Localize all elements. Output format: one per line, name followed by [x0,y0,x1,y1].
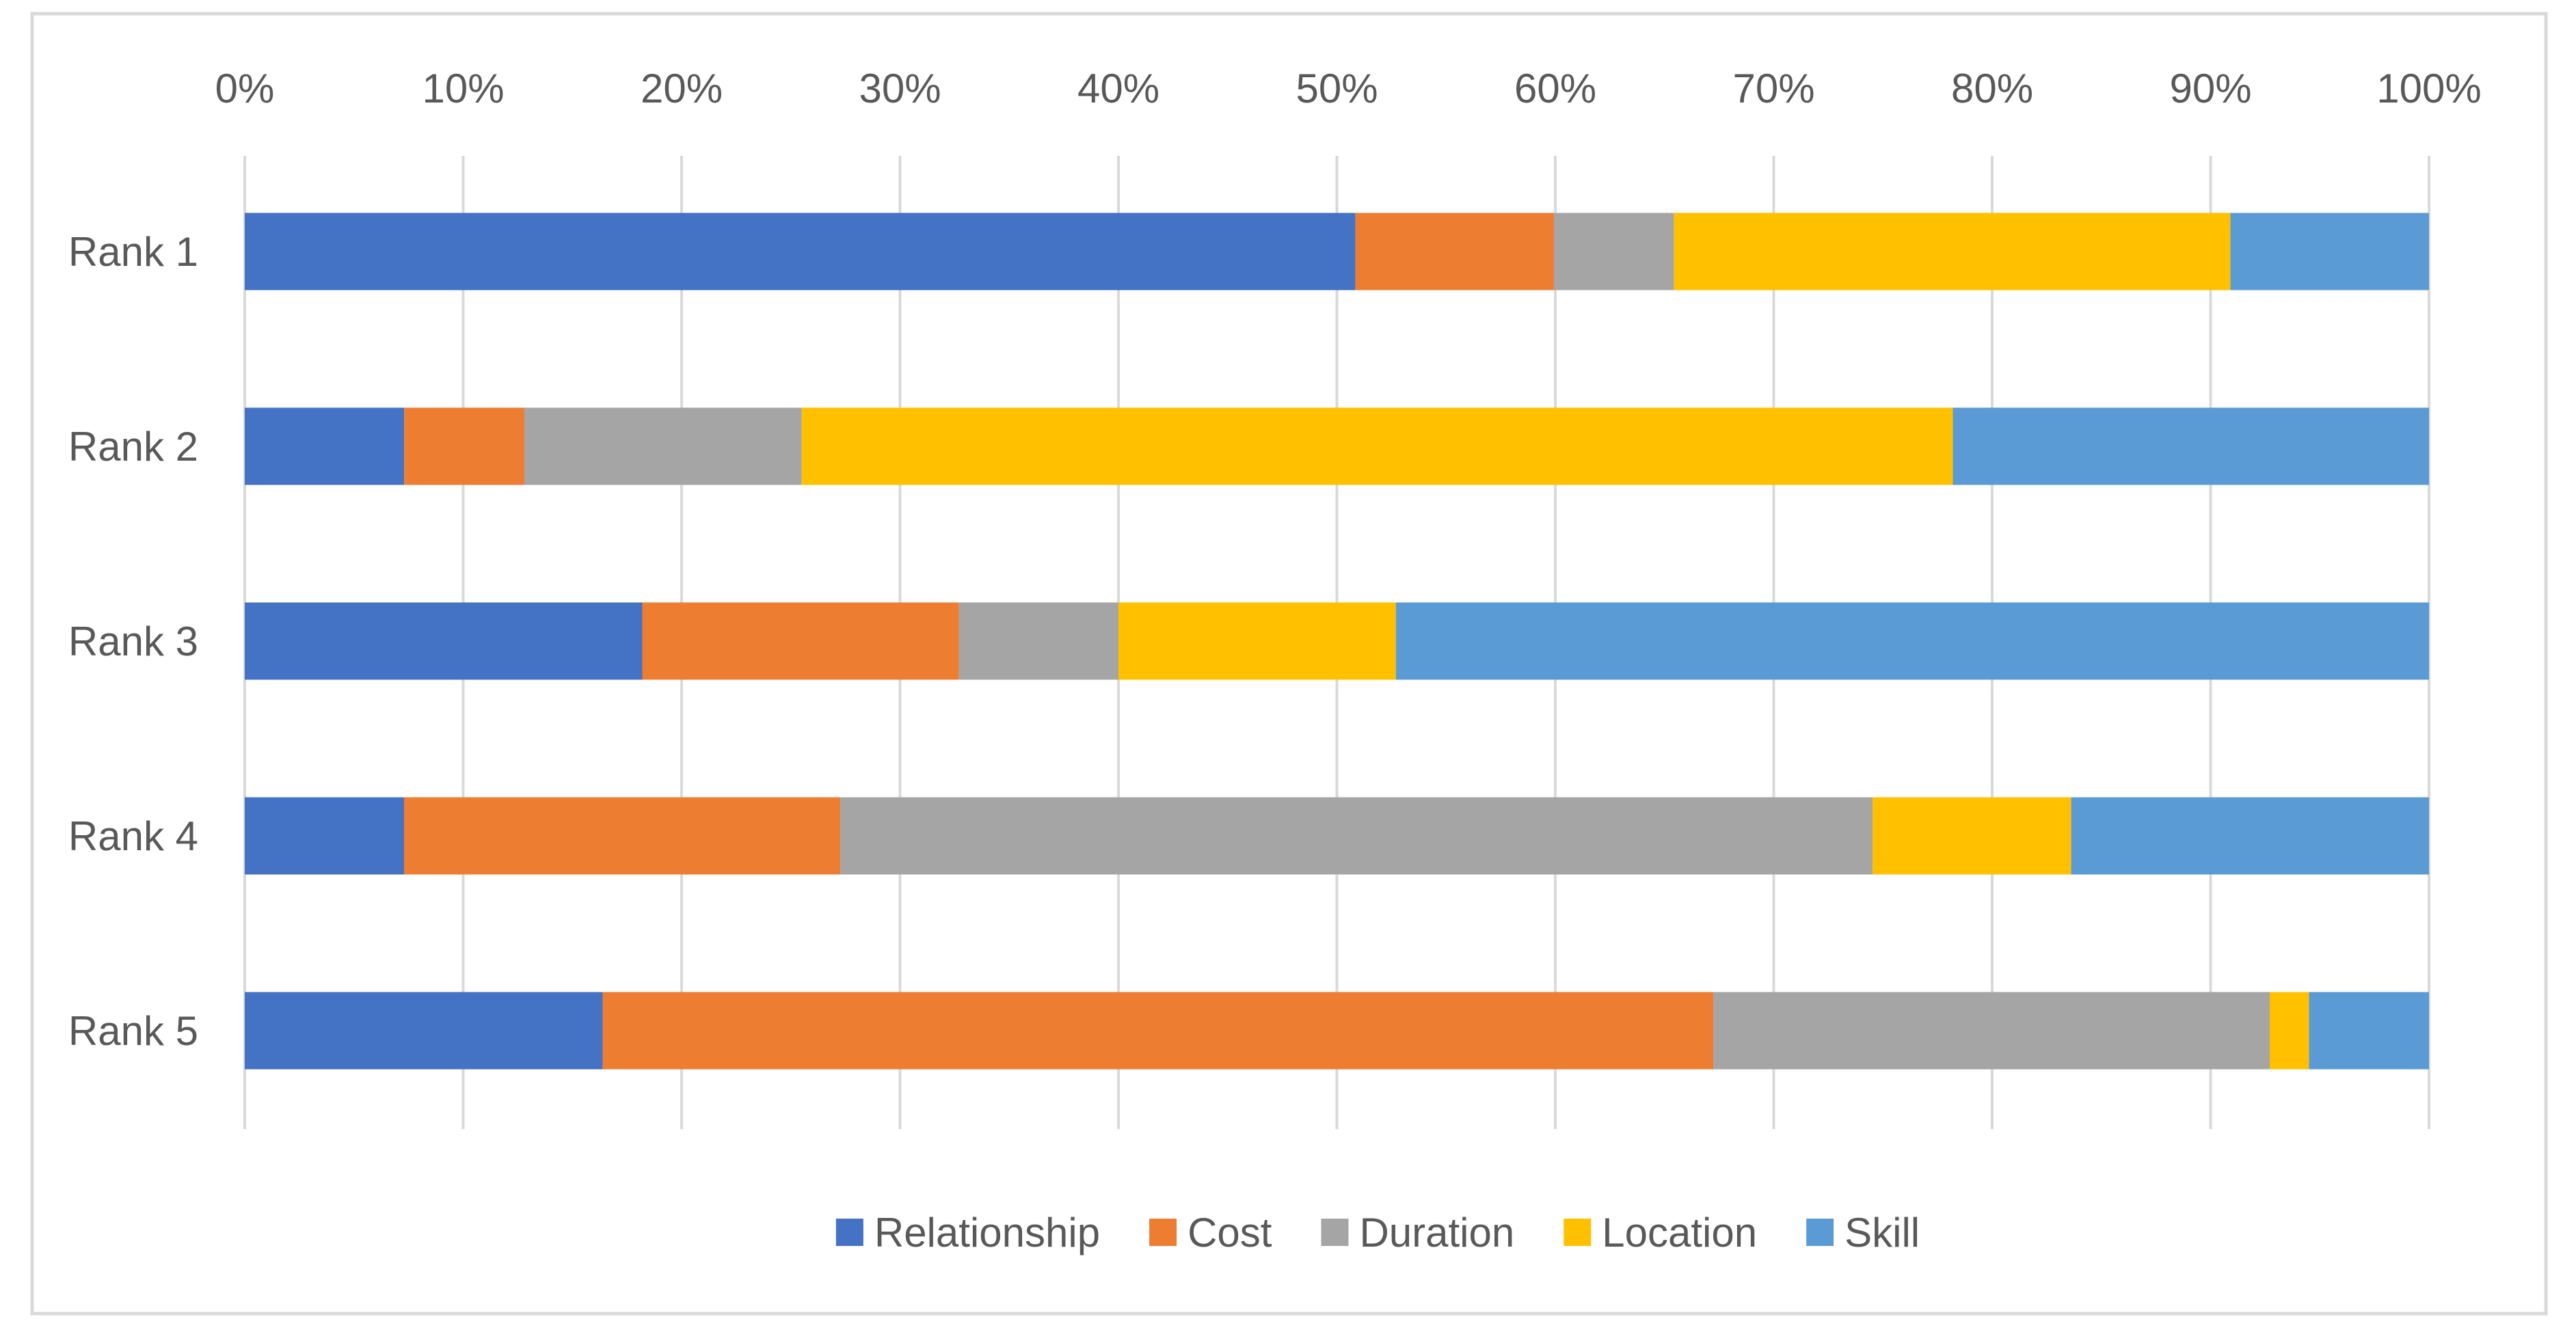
category-label: Rank 4 [68,813,198,859]
legend-swatch [1564,1219,1592,1246]
bar-segment-cost-rank-3 [642,602,959,680]
legend-item-relationship: Relationship [835,1210,1100,1256]
x-tick-label: 10% [422,66,504,111]
bar-segment-skill-rank-5 [2309,992,2429,1070]
bar-segment-relationship-rank-1 [245,213,1356,290]
x-tick-label: 30% [859,66,941,111]
legend-label: Cost [1188,1210,1272,1256]
bar-segment-location-rank-4 [1873,797,2071,875]
bars [245,213,2429,1070]
x-tick-label: 20% [641,66,723,111]
bar-segment-skill-rank-3 [1395,602,2429,680]
x-tick-label: 0% [215,66,275,111]
x-tick-label: 60% [1514,66,1596,111]
legend-item-skill: Skill [1806,1210,1920,1256]
bar-segment-duration-rank-4 [840,797,1873,875]
legend-swatch [1149,1219,1177,1246]
x-tick-label: 70% [1732,66,1814,111]
category-label: Rank 5 [68,1008,198,1054]
x-tick-label: 90% [2169,66,2251,111]
bar-segment-duration-rank-1 [1554,213,1674,290]
bar-segment-cost-rank-2 [404,407,524,485]
legend-swatch [1321,1219,1349,1246]
bar-segment-skill-rank-4 [2071,797,2429,875]
bar-segment-duration-rank-2 [524,407,802,485]
legend: Relationship Cost Duration Location Skill [835,1210,1920,1256]
legend-swatch [1806,1219,1834,1246]
bar-segment-duration-rank-3 [958,602,1118,680]
bar-segment-skill-rank-1 [2230,213,2429,290]
legend-swatch [835,1219,863,1246]
x-axis-ticks: 0% 10% 20% 30% 40% 50% 60% 70% 80% 90% 100% [215,66,2482,111]
bar-segment-relationship-rank-3 [245,602,643,680]
x-tick-label: 80% [1951,66,2033,111]
legend-label: Relationship [874,1210,1100,1256]
category-label: Rank 2 [68,424,198,470]
x-tick-label: 50% [1296,66,1378,111]
bar-segment-cost-rank-4 [404,797,841,875]
x-tick-label: 100% [2376,66,2481,111]
bar-segment-relationship-rank-2 [245,407,405,485]
bar-segment-location-rank-1 [1674,213,2231,290]
bar-segment-duration-rank-5 [1713,992,2270,1070]
legend-label: Skill [1844,1210,1920,1256]
legend-item-cost: Cost [1149,1210,1272,1256]
legend-item-duration: Duration [1321,1210,1514,1256]
bar-segment-relationship-rank-5 [245,992,603,1070]
bar-segment-relationship-rank-4 [245,797,405,875]
x-tick-label: 40% [1077,66,1159,111]
bar-segment-location-rank-5 [2269,992,2309,1070]
bar-segment-location-rank-3 [1118,602,1396,680]
bar-segment-skill-rank-2 [1953,407,2429,485]
category-label: Rank 1 [68,229,198,275]
bar-segment-cost-rank-5 [602,992,1714,1070]
legend-item-location: Location [1564,1210,1757,1256]
y-axis-categories: Rank 1 Rank 2 Rank 3 Rank 4 Rank 5 [68,229,198,1054]
bar-segment-location-rank-2 [801,407,1953,485]
bar-segment-cost-rank-1 [1355,213,1555,290]
category-label: Rank 3 [68,619,198,664]
legend-label: Location [1602,1210,1757,1256]
legend-label: Duration [1359,1210,1514,1256]
